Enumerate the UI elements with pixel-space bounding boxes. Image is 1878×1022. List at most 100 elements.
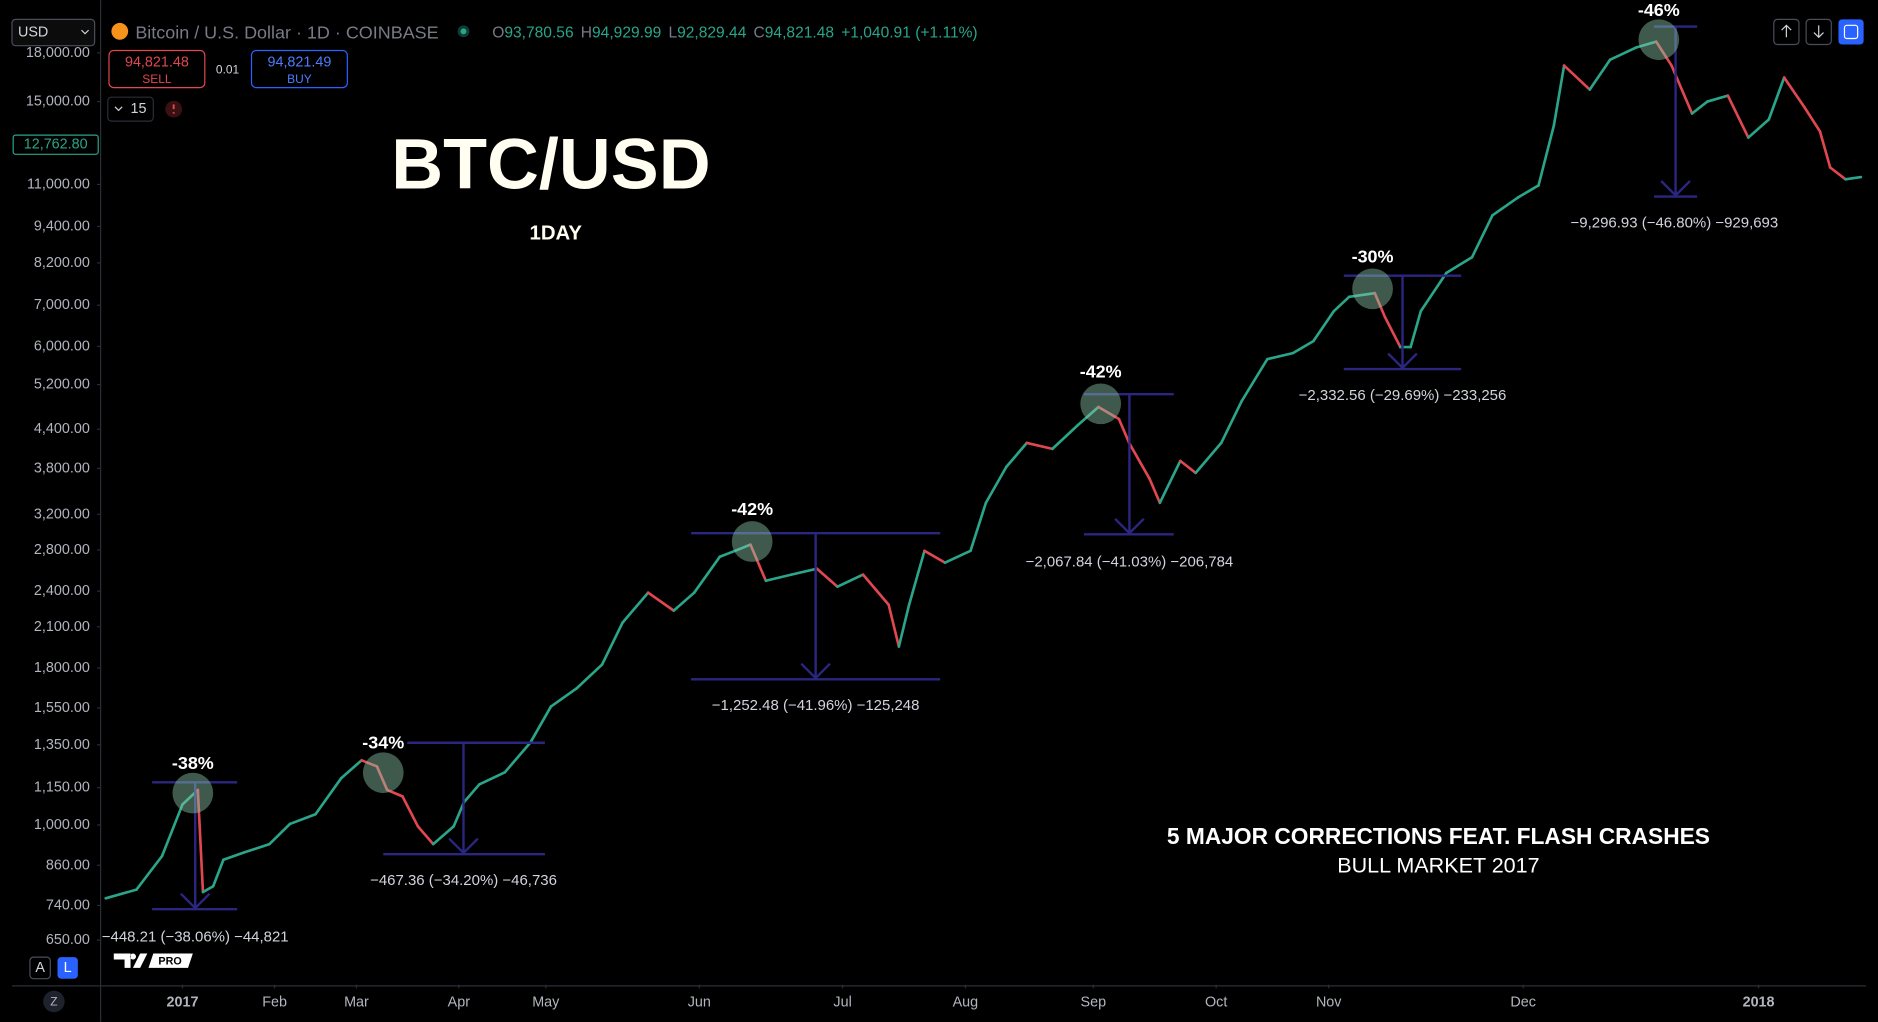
y-tick-label: 2,400.00 <box>34 583 90 599</box>
price-segment <box>836 573 865 589</box>
price-segment <box>1818 130 1832 169</box>
currency-label: USD <box>18 25 48 41</box>
x-tick-label: Oct <box>1205 995 1227 1011</box>
chart-subtitle: 1DAY <box>530 223 583 245</box>
timezone-button[interactable] <box>43 990 65 1013</box>
quantity-box[interactable] <box>107 96 154 122</box>
price-segment <box>201 884 215 894</box>
ohlc-values: O93,780.56 H94,929.99 L92,829.44 C94,821.48… <box>492 24 977 41</box>
price-segment <box>462 783 481 804</box>
price-segment <box>1265 351 1295 361</box>
y-tick-label: 2,100.00 <box>34 619 90 635</box>
last-price-label: 12,762.80 <box>24 137 88 153</box>
price-segment <box>1419 271 1448 313</box>
price-segment <box>1803 106 1822 133</box>
timezone-label: Z <box>50 994 57 1008</box>
price-segment <box>1537 124 1556 187</box>
price-segment <box>897 603 911 648</box>
price-series <box>104 40 1863 900</box>
correction-label: -42% <box>1080 361 1122 381</box>
price-segment <box>1127 441 1151 481</box>
x-tick-label: Nov <box>1316 995 1342 1011</box>
currency-select[interactable] <box>11 18 96 47</box>
price-segment <box>621 591 650 624</box>
y-tick-label: 1,150.00 <box>34 780 90 796</box>
price-segment <box>1332 295 1351 313</box>
price-segment <box>1654 40 1673 67</box>
price-segment <box>1726 94 1750 139</box>
correction: -42% −2,067.84 (−41.03%) −206,784 <box>1026 361 1234 570</box>
price-segment <box>1747 118 1771 139</box>
price-segment <box>1844 175 1863 181</box>
price-segment <box>1562 64 1592 91</box>
price-segment <box>943 549 972 564</box>
replay-icon <box>1843 24 1859 40</box>
price-segment <box>135 854 164 891</box>
x-tick-label: 2017 <box>167 995 199 1011</box>
price-segment <box>1051 423 1080 451</box>
price-segment <box>1634 40 1658 49</box>
price-segment <box>1767 76 1786 121</box>
chart-title: BTC/USD <box>391 124 710 204</box>
y-tick-label: 6,000.00 <box>34 338 90 354</box>
price-segment <box>1608 46 1638 61</box>
logo-mark <box>113 953 148 968</box>
price-segment <box>1470 214 1494 259</box>
price-segment <box>969 501 988 553</box>
price-segment <box>1516 184 1540 199</box>
log-scale-button[interactable] <box>57 957 78 979</box>
correction-arrow-head <box>1114 517 1145 535</box>
y-tick-label: 7,000.00 <box>34 297 90 313</box>
select-chevron <box>81 29 90 35</box>
price-segment <box>1291 339 1315 355</box>
replay-button[interactable] <box>1838 19 1864 45</box>
price-segment <box>1219 399 1244 445</box>
y-tick-label: 1,550.00 <box>34 700 90 716</box>
price-segment <box>1409 309 1423 349</box>
price-segment <box>861 573 890 607</box>
y-tick-label: 860.00 <box>46 857 90 873</box>
correction: -38% −448.21 (−38.06%) −44,821 <box>102 753 289 945</box>
price-segment <box>1076 405 1100 427</box>
symbol-title: Bitcoin / U.S. Dollar · 1D · COINBASE <box>135 23 438 43</box>
price-segment <box>1690 100 1709 115</box>
correction-highlight <box>1352 268 1393 310</box>
price-segment <box>503 741 532 774</box>
ohlc-key: L <box>668 24 677 41</box>
price-segment <box>268 822 292 846</box>
price-segment <box>529 705 553 744</box>
sell-button[interactable] <box>108 49 206 89</box>
down-arrow-icon <box>1813 25 1824 39</box>
price-segment <box>477 770 507 786</box>
last-price-box <box>12 134 99 155</box>
price-segment <box>1312 309 1336 343</box>
ohlc-value: 94,821.48 <box>765 24 834 41</box>
buy-button[interactable] <box>250 49 348 89</box>
price-segment <box>790 567 819 576</box>
price-segment <box>1782 76 1806 109</box>
y-tick-label: 2,800.00 <box>34 542 90 558</box>
sell-label: SELL <box>142 72 172 86</box>
auto-scale-button[interactable] <box>29 956 51 980</box>
ohlc-change: +1,040.91 (+1.11%) <box>841 24 977 41</box>
ohlc-key: C <box>754 24 765 41</box>
price-segment <box>360 758 379 768</box>
y-tick-label: 11,000.00 <box>27 176 90 192</box>
price-segment <box>1148 477 1162 505</box>
auto-scale-label: A <box>35 960 45 976</box>
y-tick-label: 1,800.00 <box>34 660 90 676</box>
correction-arrow-head <box>1660 180 1691 198</box>
y-tick-label: 15,000.00 <box>26 94 90 110</box>
correction-label: -34% <box>362 733 404 753</box>
correction-highlight <box>1638 19 1680 61</box>
correction-measure: −467.36 (−34.20%) −46,736 <box>370 872 557 889</box>
price-segment <box>1025 441 1054 451</box>
quantity-chevron <box>114 106 123 112</box>
top-right-buttons <box>1773 18 1864 46</box>
logo-badge <box>148 953 193 968</box>
price-segment <box>600 621 624 666</box>
price-segment <box>749 543 768 583</box>
correction-label: -46% <box>1638 0 1680 20</box>
price-segment <box>416 825 435 846</box>
price-segment <box>401 795 420 828</box>
